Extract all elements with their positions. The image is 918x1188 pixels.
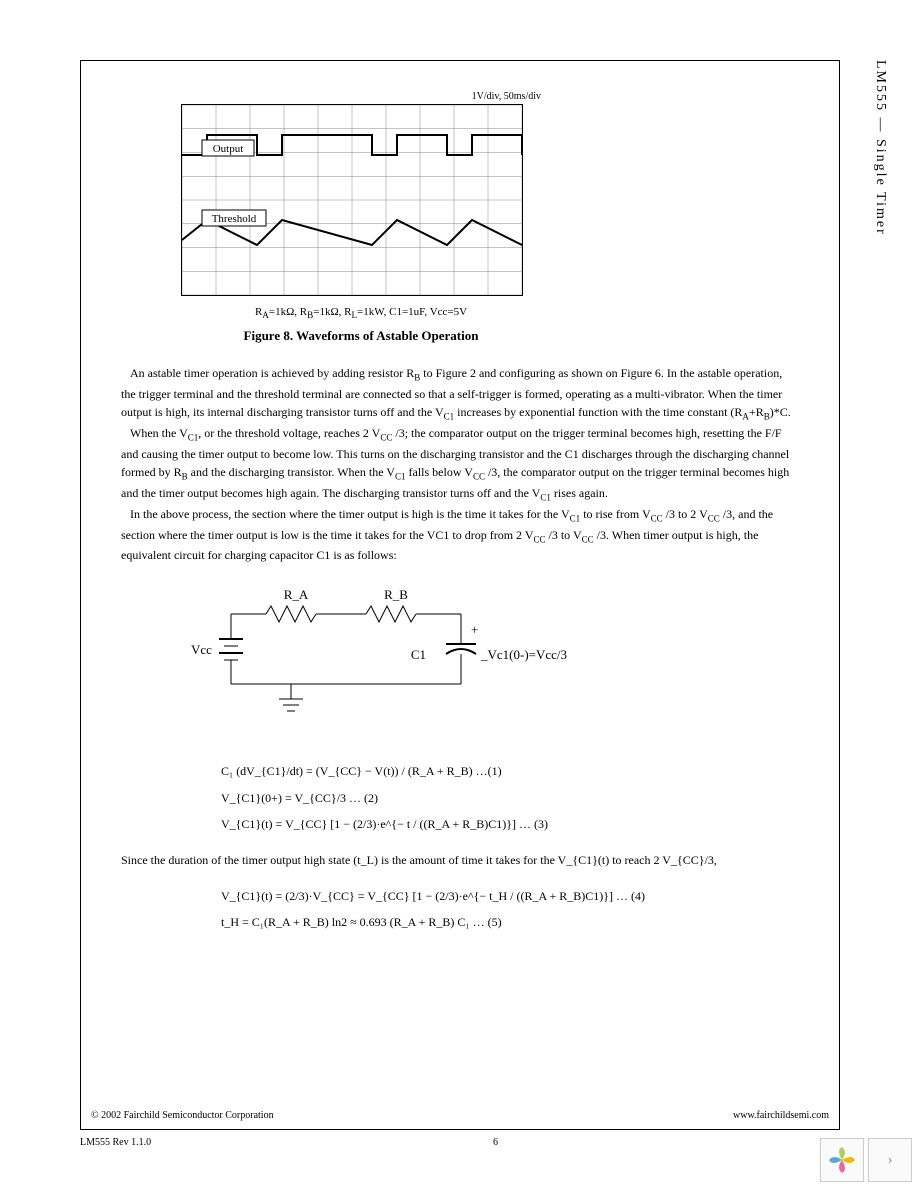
body-paragraph: An astable timer operation is achieved b… (121, 364, 799, 564)
output-label: Output (213, 143, 244, 155)
circuit-svg: R_A R_B + C1 _Vc1(0-)=Vcc/3 (161, 584, 581, 734)
footer-copyright: © 2002 Fairchild Semiconductor Corporati… (91, 1110, 274, 1121)
next-page-button[interactable]: › (868, 1138, 912, 1182)
vertical-title: LM555 — Single Timer (872, 60, 888, 236)
label-vc1: _Vc1(0-)=Vcc/3 (480, 647, 567, 662)
equation-3: V_{C1}(t) = V_{CC} [1 − (2/3)·e^{− t / (… (221, 811, 799, 837)
equations-block: C₁ (dV_{C1}/dt) = (V_{CC} − V(t)) / (R_A… (221, 758, 799, 837)
equation-1: C₁ (dV_{C1}/dt) = (V_{CC} − V(t)) / (R_A… (221, 758, 799, 784)
equation-5: t_H = C₁(R_A + R_B) ln2 ≈ 0.693 (R_A + R… (221, 909, 799, 935)
footer-pagenum: 6 (493, 1137, 498, 1148)
equations-block-2: V_{C1}(t) = (2/3)·V_{CC} = V_{CC} [1 − (… (221, 883, 799, 936)
label-c1: C1 (411, 647, 426, 662)
oscilloscope-figure: 1V/div, 50ms/div Output Threshold RA=1kΩ… (181, 91, 541, 344)
footer-rev: LM555 Rev 1.1.0 (80, 1137, 151, 1148)
figure-caption: Figure 8. Waveforms of Astable Operation (181, 328, 541, 344)
scope-scale-caption: 1V/div, 50ms/div (181, 91, 541, 102)
equation-4: V_{C1}(t) = (2/3)·V_{CC} = V_{CC} [1 − (… (221, 883, 799, 909)
page-footer: © 2002 Fairchild Semiconductor Corporati… (81, 1110, 839, 1121)
datasheet-page: 1V/div, 50ms/div Output Threshold RA=1kΩ… (80, 60, 840, 1130)
equivalent-circuit: R_A R_B + C1 _Vc1(0-)=Vcc/3 (161, 584, 799, 738)
threshold-label: Threshold (212, 213, 257, 225)
label-plus: + (471, 622, 478, 637)
footer-url: www.fairchildsemi.com (733, 1110, 829, 1121)
inter-equation-text: Since the duration of the timer output h… (121, 853, 799, 868)
page-footer-2: LM555 Rev 1.1.0 6 (80, 1137, 840, 1148)
logo-button[interactable] (820, 1138, 864, 1182)
label-ra: R_A (284, 587, 309, 602)
circuit-parameters: RA=1kΩ, RB=1kΩ, RL=1kW, C1=1uF, Vcc=5V (181, 306, 541, 320)
chevron-right-icon: › (887, 1151, 892, 1169)
label-rb: R_B (384, 587, 408, 602)
pinwheel-logo-icon (828, 1146, 856, 1174)
nav-corner: › (820, 1138, 912, 1182)
label-vcc: Vcc (191, 642, 212, 657)
equation-2: V_{C1}(0+) = V_{CC}/3 … (2) (221, 785, 799, 811)
waveform-svg: Output Threshold (181, 104, 523, 296)
